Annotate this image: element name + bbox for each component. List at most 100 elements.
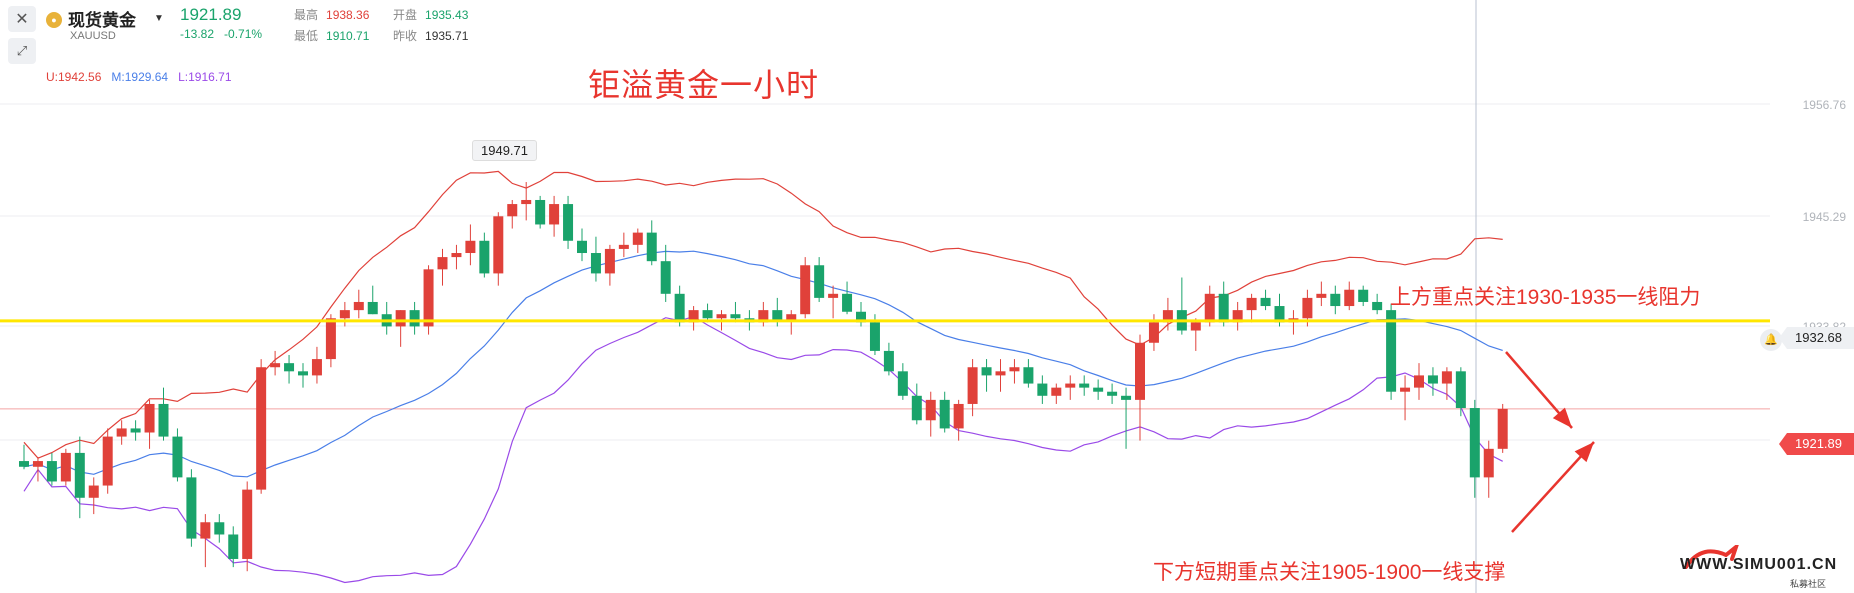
candle-76 bbox=[1079, 375, 1090, 396]
candle-102 bbox=[1441, 367, 1452, 400]
candle-6 bbox=[102, 428, 113, 494]
candle-77 bbox=[1093, 379, 1104, 400]
candle-body bbox=[1386, 310, 1397, 392]
candle-12 bbox=[186, 469, 197, 547]
candle-105 bbox=[1483, 440, 1494, 498]
candle-body bbox=[953, 403, 964, 429]
candle-body bbox=[883, 350, 894, 372]
candle-body bbox=[395, 310, 406, 327]
candle-body bbox=[1121, 395, 1132, 400]
candle-body bbox=[786, 314, 797, 320]
candle-body bbox=[1009, 367, 1020, 372]
watermark-text: WWW.SIMU001.CN bbox=[1680, 556, 1838, 573]
candle-body bbox=[102, 436, 113, 486]
candle-body bbox=[939, 399, 950, 429]
candle-22 bbox=[325, 314, 336, 368]
candle-65 bbox=[925, 391, 936, 437]
boll-mid-line bbox=[23, 250, 1503, 478]
candle-34 bbox=[493, 212, 504, 286]
candle-101 bbox=[1427, 367, 1438, 396]
candle-body bbox=[1246, 297, 1257, 311]
candle-body bbox=[814, 265, 825, 298]
candle-84 bbox=[1190, 318, 1201, 351]
candle-4 bbox=[74, 436, 85, 519]
draw-tool-icon[interactable]: ⤢ bbox=[8, 38, 36, 64]
candle-body bbox=[1427, 375, 1438, 384]
candle-20 bbox=[298, 363, 308, 388]
watermark-logo-icon bbox=[1684, 545, 1739, 569]
candle-72 bbox=[1023, 359, 1034, 388]
level-price-tag: 1932.68 bbox=[1779, 327, 1854, 349]
candle-63 bbox=[897, 363, 908, 400]
candle-body bbox=[1441, 371, 1452, 384]
candle-body bbox=[186, 477, 197, 539]
alert-bell-icon[interactable]: 🔔 bbox=[1760, 329, 1782, 351]
candles bbox=[19, 182, 1508, 572]
candle-body bbox=[1037, 383, 1048, 396]
candle-32 bbox=[465, 224, 476, 266]
candle-51 bbox=[730, 301, 741, 323]
candle-45 bbox=[646, 220, 657, 266]
candle-35 bbox=[507, 199, 518, 229]
resistance-annotation: 上方重点关注1930-1935一线阻力 bbox=[1390, 286, 1701, 309]
arrow-head bbox=[1552, 407, 1572, 428]
candle-103 bbox=[1455, 367, 1466, 417]
candle-body bbox=[284, 363, 295, 372]
candle-body bbox=[1260, 297, 1271, 307]
candle-body bbox=[437, 257, 448, 270]
candle-31 bbox=[451, 244, 462, 270]
candle-100 bbox=[1414, 363, 1424, 400]
candle-body bbox=[995, 371, 1006, 376]
candle-body bbox=[32, 461, 43, 467]
candle-body bbox=[1065, 383, 1076, 388]
instrument-symbol: XAUUSD bbox=[70, 30, 116, 42]
candle-body bbox=[688, 310, 699, 323]
bollinger-values: U:1942.56 M:1929.64 L:1916.71 bbox=[46, 70, 242, 84]
candle-39 bbox=[563, 195, 574, 249]
candle-body bbox=[451, 253, 462, 258]
candle-75 bbox=[1065, 375, 1076, 400]
candle-44 bbox=[632, 228, 643, 254]
candle-40 bbox=[577, 228, 587, 262]
candle-70 bbox=[995, 359, 1006, 392]
candle-body bbox=[242, 489, 253, 559]
candle-28 bbox=[409, 301, 420, 335]
candle-3 bbox=[60, 448, 71, 486]
candle-body bbox=[465, 240, 476, 254]
candle-body bbox=[1135, 342, 1145, 400]
candle-body bbox=[130, 428, 141, 433]
close-icon[interactable]: ✕ bbox=[8, 6, 36, 32]
candle-60 bbox=[856, 301, 866, 327]
candle-21 bbox=[311, 346, 322, 384]
candle-body bbox=[716, 314, 727, 319]
instrument-header: ✕ ⤢ ● 现货黄金 ▼ XAUUSD 1921.89 -13.82 -0.71… bbox=[0, 0, 560, 84]
candle-body bbox=[1093, 387, 1104, 392]
candle-body bbox=[1344, 289, 1355, 307]
instrument-name[interactable]: 现货黄金 bbox=[68, 11, 136, 30]
candle-104 bbox=[1469, 399, 1480, 498]
candle-24 bbox=[353, 289, 364, 319]
stat-open: 开盘 1935.43 bbox=[393, 8, 469, 22]
chart-title-annotation: 钜溢黄金一小时 bbox=[588, 67, 820, 103]
candle-body bbox=[88, 485, 99, 498]
candle-body bbox=[172, 436, 183, 478]
candle-19 bbox=[284, 355, 295, 384]
boll-lower: L:1916.71 bbox=[178, 70, 232, 84]
candle-59 bbox=[842, 281, 853, 315]
candle-body bbox=[1469, 408, 1480, 478]
candle-body bbox=[1455, 371, 1466, 409]
candle-body bbox=[869, 322, 880, 351]
candle-94 bbox=[1330, 285, 1341, 315]
candle-67 bbox=[953, 399, 964, 441]
candle-body bbox=[423, 269, 434, 327]
candle-33 bbox=[479, 232, 490, 278]
candle-body bbox=[479, 240, 490, 274]
candle-body bbox=[1023, 367, 1034, 384]
candle-37 bbox=[535, 195, 546, 229]
candle-87 bbox=[1232, 301, 1243, 331]
chevron-down-icon[interactable]: ▼ bbox=[154, 13, 164, 24]
arrow-up-right bbox=[1511, 441, 1595, 533]
candle-body bbox=[674, 293, 685, 323]
candle-89 bbox=[1260, 289, 1271, 311]
